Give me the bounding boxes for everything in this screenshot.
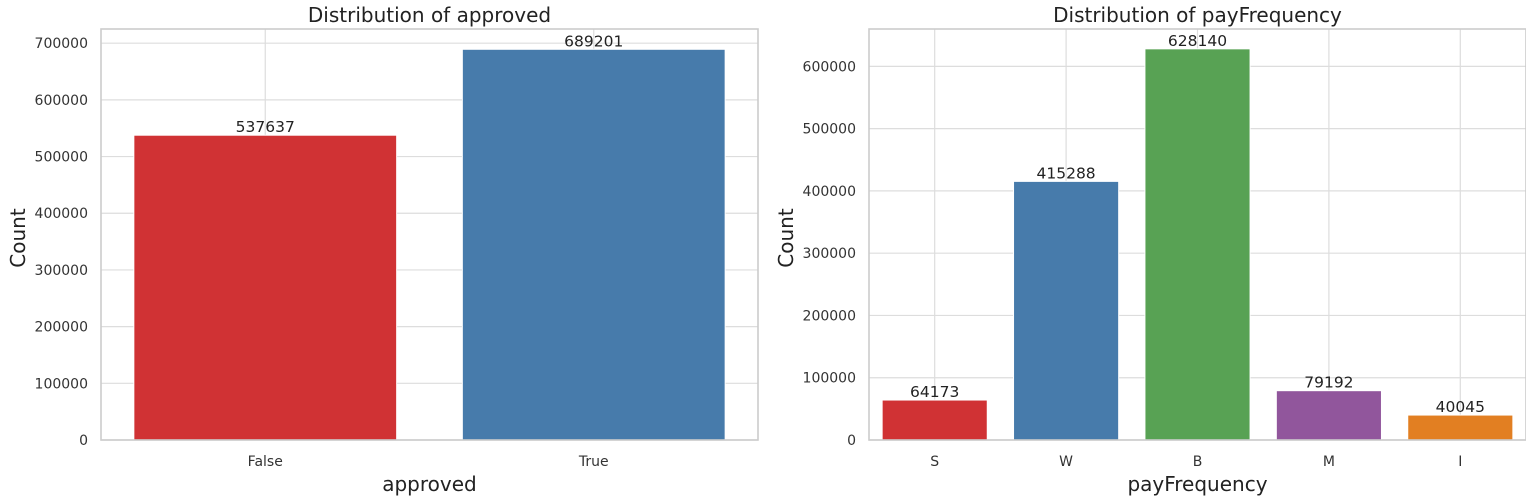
payfrequency-x-tick-label: B — [1193, 454, 1203, 470]
approved-x-tick-label: False — [248, 454, 283, 470]
approved-bar-true — [461, 48, 726, 441]
payfrequency-data-label: 79192 — [1304, 374, 1353, 392]
approved-data-label: 537637 — [236, 118, 295, 136]
payfrequency-chart: 0 100000 200000 300000 400000 500000 600000 S W… — [774, 3, 1526, 496]
payfrequency-y-tick-label: 0 — [847, 433, 856, 449]
payfrequency-data-label: 628140 — [1168, 32, 1227, 50]
approved-plot-frame — [100, 28, 759, 441]
approved-y-tick-label: 400000 — [35, 206, 88, 222]
approved-x-tick-label: True — [578, 454, 609, 470]
payfrequency-data-label: 415288 — [1037, 164, 1096, 182]
payfrequency-bar-b — [1144, 48, 1251, 441]
approved-y-axis-label: Count — [6, 208, 30, 268]
payfrequency-chart-title: Distribution of payFrequency — [1053, 3, 1342, 27]
approved-bars — [133, 48, 726, 441]
approved-x-ticks: False True — [248, 454, 609, 470]
payfrequency-bars — [881, 48, 1514, 441]
approved-data-labels: 537637 689201 — [236, 32, 624, 136]
approved-y-tick-label: 0 — [79, 433, 88, 449]
payfrequency-bar-w — [1013, 180, 1120, 441]
payfrequency-y-tick-label: 300000 — [803, 246, 856, 262]
approved-y-tick-label: 500000 — [35, 150, 88, 166]
payfrequency-y-tick-label: 400000 — [803, 184, 856, 200]
payfrequency-y-ticks: 0 100000 200000 300000 400000 500000 600000 — [803, 59, 856, 449]
payfrequency-plot-frame — [868, 28, 1526, 441]
payfrequency-y-axis-label: Count — [774, 208, 798, 268]
payfrequency-x-tick-label: I — [1458, 454, 1462, 470]
approved-chart-title: Distribution of approved — [308, 3, 551, 27]
payfrequency-x-axis-label: payFrequency — [1127, 472, 1267, 496]
payfrequency-y-tick-label: 500000 — [803, 122, 856, 138]
payfrequency-bar-i — [1407, 414, 1514, 441]
approved-chart: 0 100000 200000 300000 400000 500000 600000 700… — [6, 3, 759, 496]
payfrequency-x-tick-label: W — [1059, 454, 1073, 470]
approved-y-tick-label: 600000 — [35, 93, 88, 109]
payfrequency-y-tick-label: 200000 — [803, 308, 856, 324]
approved-y-tick-label: 700000 — [35, 36, 88, 52]
payfrequency-x-tick-label: M — [1323, 454, 1335, 470]
payfrequency-x-tick-label: S — [930, 454, 939, 470]
payfrequency-bar-s — [881, 399, 988, 441]
approved-x-axis-label: approved — [382, 472, 477, 496]
payfrequency-y-tick-label: 600000 — [803, 59, 856, 75]
payfrequency-y-tick-label: 100000 — [803, 371, 856, 387]
payfrequency-data-labels: 64173 415288 628140 79192 40045 — [910, 32, 1485, 416]
approved-y-tick-label: 200000 — [35, 320, 88, 336]
approved-data-label: 689201 — [564, 32, 623, 50]
payfrequency-bar-m — [1275, 390, 1382, 441]
approved-y-ticks: 0 100000 200000 300000 400000 500000 600000 700… — [35, 36, 88, 449]
approved-bar-false — [133, 134, 398, 441]
payfrequency-data-label: 40045 — [1436, 398, 1485, 416]
payfrequency-data-label: 64173 — [910, 383, 959, 401]
approved-y-tick-label: 100000 — [35, 376, 88, 392]
approved-y-tick-label: 300000 — [35, 263, 88, 279]
